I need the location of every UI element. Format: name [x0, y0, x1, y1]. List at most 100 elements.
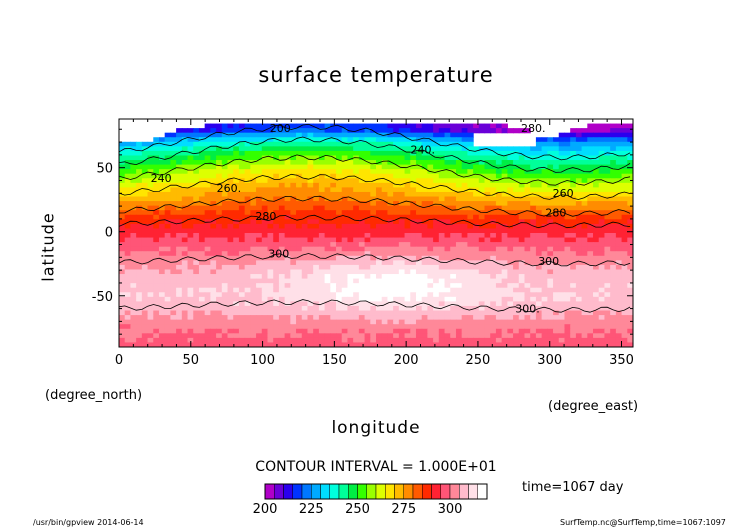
heatmap-cell	[421, 150, 428, 157]
heatmap-cell	[593, 228, 600, 234]
heatmap-cell	[450, 292, 457, 298]
heatmap-cell	[541, 155, 548, 161]
heatmap-cell	[164, 342, 171, 347]
heatmap-cell	[484, 292, 491, 298]
heatmap-cell	[244, 328, 251, 334]
heatmap-cell	[495, 246, 503, 252]
heatmap-cell	[553, 228, 560, 234]
heatmap-cell	[347, 251, 354, 257]
heatmap-cell	[250, 260, 257, 266]
heatmap-cell	[170, 328, 177, 334]
heatmap-cell	[593, 301, 600, 307]
heatmap-cell	[381, 173, 389, 179]
heatmap-cell	[341, 283, 349, 289]
heatmap-cell	[307, 255, 314, 261]
heatmap-cell	[238, 269, 246, 275]
heatmap-cell	[136, 301, 143, 307]
heatmap-cell	[444, 173, 451, 179]
heatmap-cell	[581, 196, 588, 202]
heatmap-cell	[233, 274, 240, 280]
heatmap-cell	[604, 269, 611, 275]
heatmap-cell	[130, 260, 137, 266]
heatmap-cell	[341, 278, 349, 284]
heatmap-cell	[353, 269, 360, 275]
heatmap-cell	[461, 274, 468, 280]
heatmap-cell	[216, 319, 223, 325]
heatmap-cell	[267, 219, 274, 225]
heatmap-cell	[433, 237, 440, 243]
heatmap-cell	[524, 233, 531, 239]
heatmap-cell	[513, 264, 520, 271]
heatmap-cell	[376, 132, 383, 138]
heatmap-cell	[296, 178, 303, 184]
heatmap-cell	[455, 278, 463, 284]
heatmap-cell	[507, 173, 514, 179]
heatmap-cell	[398, 287, 406, 293]
heatmap-cell	[187, 164, 194, 170]
heatmap-cell	[124, 274, 132, 280]
heatmap-cell	[570, 310, 577, 316]
heatmap-cell	[450, 132, 457, 138]
heatmap-cell	[198, 315, 206, 321]
heatmap-cell	[296, 233, 303, 239]
heatmap-cell	[267, 233, 274, 239]
heatmap-cell	[467, 128, 474, 134]
heatmap-cell	[221, 315, 229, 321]
heatmap-cell	[473, 264, 480, 271]
heatmap-cell	[444, 228, 451, 234]
heatmap-cell	[284, 164, 291, 170]
heatmap-cell	[484, 305, 491, 312]
heatmap-cell	[450, 210, 457, 216]
heatmap-cell	[604, 123, 611, 129]
heatmap-cell	[558, 260, 566, 266]
heatmap-cell	[393, 337, 400, 344]
heatmap-cell	[427, 342, 434, 347]
heatmap-cell	[176, 324, 183, 330]
heatmap-cell	[501, 319, 508, 325]
heatmap-cell	[581, 187, 588, 193]
heatmap-cell	[238, 141, 246, 147]
heatmap-cell	[478, 246, 486, 252]
heatmap-cell	[587, 324, 594, 330]
heatmap-cell	[615, 242, 623, 248]
heatmap-cell	[216, 242, 223, 248]
heatmap-cell	[387, 169, 394, 175]
heatmap-cell	[518, 242, 526, 248]
heatmap-cell	[438, 319, 446, 325]
heatmap-cell	[455, 269, 463, 275]
heatmap-cell	[598, 315, 606, 321]
heatmap-cell	[341, 260, 349, 266]
heatmap-cell	[341, 187, 349, 193]
heatmap-cell	[495, 328, 503, 334]
heatmap-cell	[256, 146, 263, 152]
heatmap-cell	[524, 210, 531, 216]
heatmap-cell	[221, 255, 229, 261]
heatmap-cell	[461, 278, 468, 284]
heatmap-cell	[336, 255, 343, 261]
heatmap-cell	[141, 196, 149, 202]
heatmap-cell	[615, 301, 623, 307]
heatmap-cell	[398, 264, 406, 271]
heatmap-cell	[256, 301, 263, 307]
heatmap-cell	[627, 150, 633, 157]
heatmap-cell	[187, 283, 194, 289]
heatmap-cell	[490, 301, 497, 307]
heatmap-cell	[364, 342, 371, 347]
heatmap-cell	[541, 264, 548, 271]
heatmap-cell	[507, 283, 514, 289]
heatmap-cell	[364, 196, 371, 202]
heatmap-cell	[124, 141, 132, 147]
heatmap-cell	[410, 242, 417, 248]
heatmap-cell	[376, 305, 383, 312]
heatmap-cell	[484, 205, 491, 211]
heatmap-cell	[341, 146, 349, 152]
heatmap-cell	[238, 301, 246, 307]
heatmap-cell	[513, 228, 520, 234]
heatmap-cell	[164, 283, 171, 289]
heatmap-cell	[478, 319, 486, 325]
heatmap-cell	[621, 278, 628, 284]
heatmap-cell	[307, 123, 314, 129]
heatmap-cell	[364, 228, 371, 234]
heatmap-cell	[507, 160, 514, 166]
